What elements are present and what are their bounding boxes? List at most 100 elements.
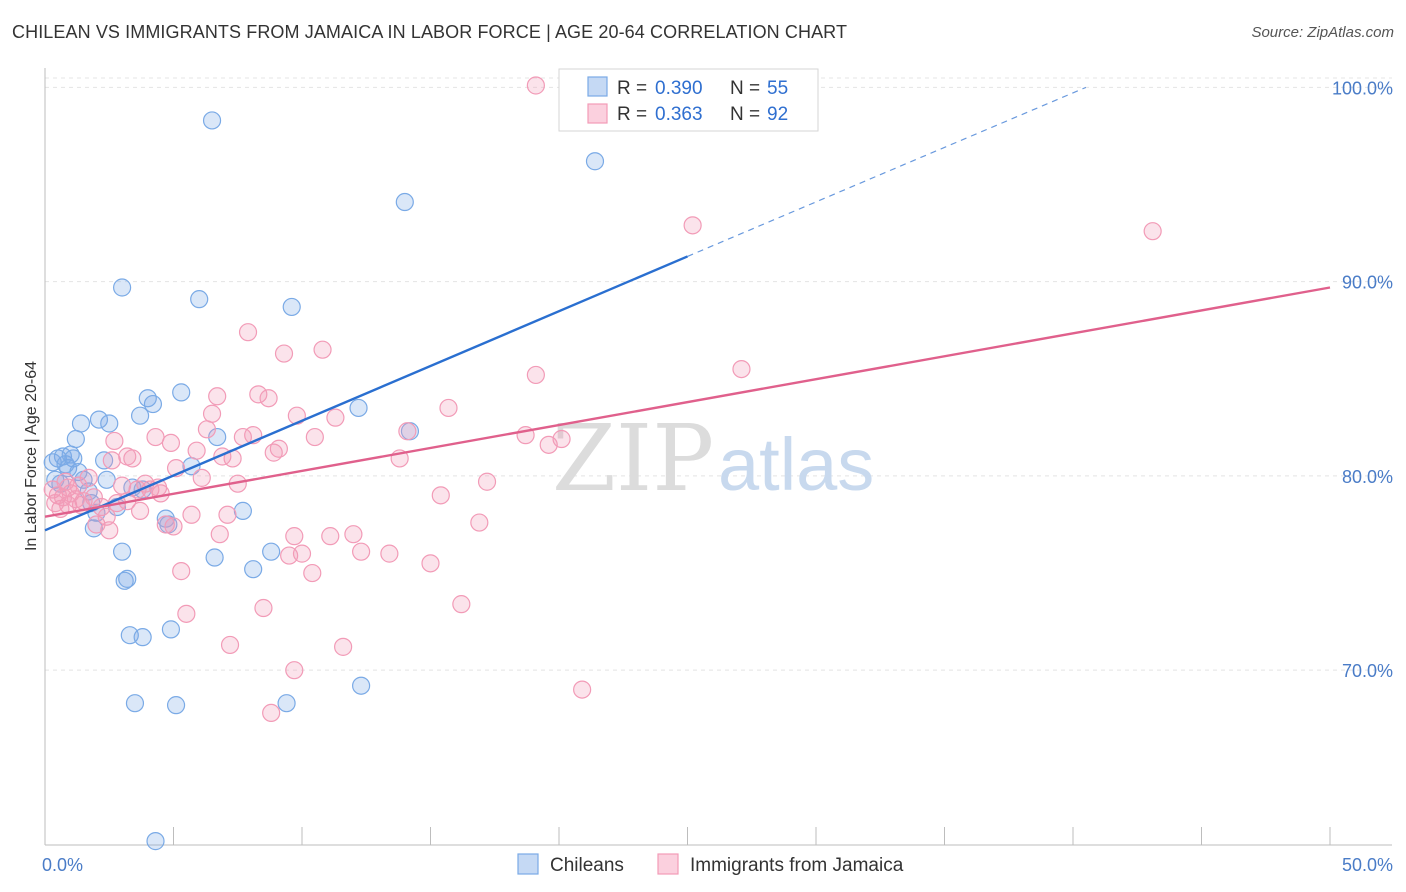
x-tick-label-0: 0.0% bbox=[42, 855, 83, 875]
jamaica-point-85 bbox=[100, 521, 119, 540]
jamaica-point-71 bbox=[477, 472, 497, 491]
jamaica-point-57 bbox=[313, 340, 332, 359]
jamaica-trend-line bbox=[44, 286, 1331, 518]
chileans-point-40 bbox=[133, 628, 152, 647]
legend: R = 0.390 N = 55 R = 0.363 N = 92 bbox=[558, 68, 819, 132]
jamaica-point-37 bbox=[202, 404, 222, 423]
jamaica-point-62 bbox=[352, 542, 371, 561]
jamaica-point-79 bbox=[526, 76, 545, 95]
chileans-point-32 bbox=[205, 548, 224, 567]
bottom-legend-swatch-jamaica bbox=[657, 853, 679, 875]
legend-n-label-1: N = bbox=[730, 78, 760, 99]
chileans-point-46 bbox=[146, 832, 165, 851]
jamaica-point-91 bbox=[305, 427, 324, 447]
chileans-point-36 bbox=[112, 542, 132, 561]
jamaica-point-35 bbox=[192, 468, 211, 487]
chart-title: CHILEAN VS IMMIGRANTS FROM JAMAICA IN LA… bbox=[12, 22, 848, 42]
jamaica-point-29 bbox=[161, 433, 181, 453]
chileans-point-26 bbox=[172, 383, 191, 402]
jamaica-point-69 bbox=[452, 595, 471, 614]
chileans-point-34 bbox=[244, 560, 263, 579]
chileans-point-54 bbox=[585, 152, 605, 171]
source-label: Source: ZipAtlas.com bbox=[1251, 24, 1394, 41]
y-tick-label-2: 90.0% bbox=[1342, 273, 1393, 293]
bottom-legend-label-jamaica: Immigrants from Jamaica bbox=[690, 855, 904, 876]
y-tick-label-3: 100.0% bbox=[1332, 78, 1393, 98]
jamaica-point-11 bbox=[79, 468, 98, 487]
legend-r-label-2: R = bbox=[617, 104, 647, 125]
jamaica-point-26 bbox=[146, 427, 165, 447]
jamaica-point-66 bbox=[421, 554, 440, 573]
y-tick-label-1: 80.0% bbox=[1342, 467, 1393, 487]
chileans-point-52 bbox=[395, 192, 414, 212]
legend-swatch-chileans bbox=[587, 76, 608, 97]
jamaica-point-88 bbox=[210, 525, 229, 544]
legend-r-value-1: 0.390 bbox=[655, 78, 703, 99]
jamaica-point-78 bbox=[262, 703, 281, 723]
jamaica-point-44 bbox=[238, 323, 258, 342]
legend-n-value-1: 55 bbox=[767, 78, 788, 99]
x-tick-label-1: 50.0% bbox=[1342, 855, 1393, 875]
jamaica-point-65 bbox=[398, 422, 417, 441]
jamaica-point-77 bbox=[285, 661, 304, 680]
jamaica-point-48 bbox=[259, 389, 278, 408]
jamaica-point-58 bbox=[321, 527, 340, 546]
jamaica-point-23 bbox=[130, 501, 150, 520]
watermark-atlas: atlas bbox=[718, 423, 874, 506]
watermark-zip: ZIP bbox=[552, 405, 714, 512]
jamaica-point-51 bbox=[274, 344, 294, 363]
jamaica-point-73 bbox=[526, 365, 545, 385]
chileans-point-38 bbox=[118, 569, 137, 588]
legend-r-value-2: 0.363 bbox=[655, 104, 703, 125]
trend-lines bbox=[44, 86, 1331, 532]
chileans-point-53 bbox=[202, 111, 222, 130]
legend-n-value-2: 92 bbox=[767, 104, 788, 125]
jamaica-point-50 bbox=[269, 439, 288, 458]
bottom-legend-swatch-chileans bbox=[517, 853, 539, 875]
chileans-point-37 bbox=[115, 571, 134, 590]
jamaica-point-68 bbox=[439, 398, 458, 418]
chileans-point-29 bbox=[156, 509, 175, 528]
chileans-point-8 bbox=[64, 449, 83, 468]
bottom-legend-label-chileans: Chileans bbox=[550, 855, 624, 876]
chileans-point-42 bbox=[125, 694, 145, 713]
watermark: ZIP atlas bbox=[552, 405, 874, 512]
chileans-point-6 bbox=[59, 459, 78, 478]
jamaica-point-36 bbox=[197, 420, 217, 439]
chileans-point-24 bbox=[130, 406, 150, 425]
jamaica-point-31 bbox=[172, 562, 191, 581]
jamaica-point-19 bbox=[112, 476, 132, 495]
jamaica-point-40 bbox=[218, 505, 237, 524]
jamaica-point-70 bbox=[470, 513, 489, 532]
grid-lines bbox=[45, 77, 1392, 671]
chileans-point-33 bbox=[233, 501, 252, 520]
jamaica-point-17 bbox=[105, 431, 124, 451]
jamaica-point-61 bbox=[344, 525, 363, 544]
jamaica-point-84 bbox=[118, 447, 137, 466]
chileans-point-15 bbox=[100, 414, 119, 433]
jamaica-point-56 bbox=[303, 563, 322, 583]
chileans-point-50 bbox=[349, 398, 368, 418]
chileans-trend-line bbox=[44, 255, 688, 532]
legend-swatch-jamaica bbox=[587, 103, 608, 124]
jamaica-point-82 bbox=[1143, 222, 1162, 241]
jamaica-point-46 bbox=[249, 385, 268, 404]
jamaica-point-59 bbox=[326, 408, 345, 427]
jamaica-point-47 bbox=[254, 598, 273, 618]
chileans-point-12 bbox=[66, 429, 85, 449]
jamaica-point-34 bbox=[187, 441, 206, 460]
jamaica-point-83 bbox=[220, 635, 240, 655]
y-tick-label-0: 70.0% bbox=[1342, 661, 1393, 681]
chileans-point-17 bbox=[97, 470, 116, 489]
chileans-point-14 bbox=[89, 410, 109, 429]
jamaica-point-16 bbox=[102, 451, 121, 470]
jamaica-point-63 bbox=[380, 544, 399, 563]
jamaica-point-81 bbox=[732, 359, 751, 379]
jamaica-point-80 bbox=[683, 216, 702, 235]
chileans-point-43 bbox=[166, 696, 186, 715]
chileans-point-35 bbox=[262, 542, 281, 561]
jamaica-point-90 bbox=[164, 517, 183, 536]
chileans-point-13 bbox=[71, 414, 91, 433]
chileans-point-47 bbox=[112, 278, 132, 297]
